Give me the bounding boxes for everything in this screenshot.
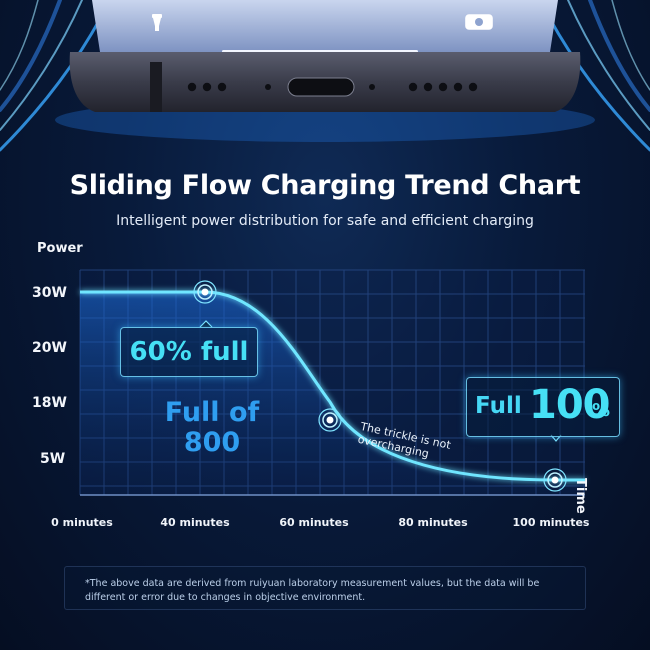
y-tick-20w: 20W	[32, 340, 67, 356]
flashlight-icon	[152, 14, 162, 31]
callout-100-prefix: Full	[475, 393, 522, 419]
y-tick-5w: 5W	[40, 451, 66, 467]
x-tick-100: 100 minutes	[512, 516, 590, 529]
full-800-line2: 800	[183, 427, 241, 458]
y-axis-title: Power	[37, 241, 83, 256]
full-800-line1: Full of	[164, 397, 260, 428]
marker-100-minutes	[543, 468, 567, 492]
callout-60-full: 60% full	[120, 327, 258, 377]
y-tick-18w: 18W	[32, 395, 67, 411]
x-axis-title: Time	[573, 478, 588, 514]
chart-subtitle: Intelligent power distribution for safe …	[116, 213, 534, 229]
phone-illustration	[0, 0, 650, 152]
full-800-label: Full of 800	[162, 398, 262, 458]
camera-icon	[465, 14, 493, 30]
marker-60-minutes	[318, 408, 342, 432]
callout-100-full: Full 100 %	[466, 377, 620, 437]
callout-60-pointer	[199, 320, 213, 328]
callout-100-unit: %	[592, 400, 611, 421]
y-tick-30w: 30W	[32, 285, 67, 301]
disclaimer-box: *The above data are derived from ruiyuan…	[64, 566, 586, 610]
x-tick-80: 80 minutes	[398, 516, 468, 529]
callout-60-text: 60% full	[129, 337, 249, 367]
disclaimer-text: *The above data are derived from ruiyuan…	[85, 578, 540, 603]
chart-title: Sliding Flow Charging Trend Chart	[69, 170, 581, 201]
marker-40-minutes	[193, 280, 217, 304]
charging-curve	[80, 290, 585, 482]
x-tick-40: 40 minutes	[160, 516, 230, 529]
x-tick-60: 60 minutes	[279, 516, 349, 529]
callout-100-value: 100	[529, 382, 610, 428]
x-tick-0: 0 minutes	[51, 516, 113, 529]
